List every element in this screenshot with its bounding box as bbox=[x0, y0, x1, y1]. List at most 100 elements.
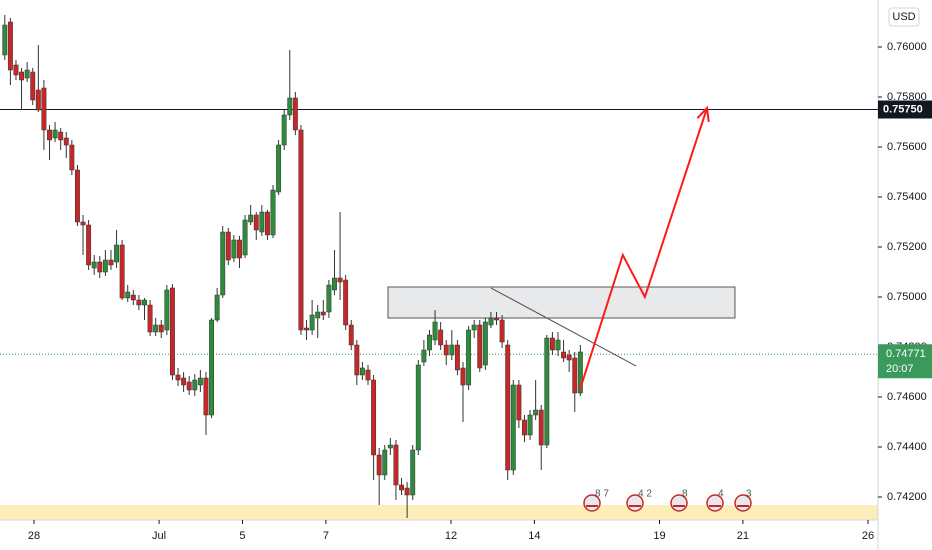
candle-body bbox=[47, 129, 52, 141]
candle-body bbox=[365, 369, 371, 381]
y-tick-label: 0.75200 bbox=[887, 241, 927, 253]
candle-body bbox=[499, 319, 505, 343]
x-tick-label: Jul bbox=[152, 530, 166, 542]
economic-event[interactable]: 8 bbox=[670, 489, 688, 512]
resistance-zone bbox=[387, 286, 736, 319]
candle-body bbox=[24, 69, 30, 79]
candle-body bbox=[449, 344, 455, 356]
economic-event[interactable]: 4 bbox=[706, 489, 724, 512]
currency-box[interactable] bbox=[888, 7, 920, 27]
candle-body bbox=[276, 144, 282, 193]
candle-body bbox=[315, 311, 321, 319]
candle-body bbox=[382, 449, 388, 476]
candle-body bbox=[572, 357, 578, 394]
candle-body bbox=[343, 279, 349, 326]
y-tick-label: 0.75600 bbox=[887, 141, 927, 153]
candle-body bbox=[63, 137, 69, 146]
candle-body bbox=[259, 211, 265, 233]
candle-body bbox=[153, 324, 159, 333]
x-tick-label: 12 bbox=[445, 530, 457, 542]
event-count: 4 2 bbox=[638, 489, 652, 500]
candle-body bbox=[35, 89, 41, 111]
candle-body bbox=[192, 379, 198, 391]
trend-line bbox=[490, 287, 637, 367]
candle-body bbox=[69, 144, 75, 171]
candle-body bbox=[494, 317, 499, 321]
x-tick-label: 21 bbox=[737, 530, 749, 542]
candle-body bbox=[203, 377, 209, 416]
candle-body bbox=[237, 239, 242, 259]
candle-body bbox=[538, 409, 544, 446]
candle-body bbox=[220, 231, 226, 296]
x-tick-label: 7 bbox=[323, 530, 329, 542]
candle-body bbox=[387, 444, 393, 449]
candle-body bbox=[147, 304, 153, 333]
support-band bbox=[0, 505, 878, 520]
candle-body bbox=[86, 224, 92, 266]
candle-body bbox=[393, 444, 399, 486]
event-count: 8 bbox=[682, 489, 688, 500]
candle-body bbox=[108, 259, 114, 266]
candle-body bbox=[158, 324, 164, 333]
candle-body bbox=[561, 351, 567, 359]
x-tick-label: 26 bbox=[862, 530, 874, 542]
candle-body bbox=[533, 409, 539, 416]
candle-body bbox=[544, 337, 550, 446]
candle-body bbox=[399, 484, 404, 491]
candle-body bbox=[2, 24, 8, 56]
candle-body bbox=[91, 261, 97, 269]
candle-body bbox=[181, 377, 187, 386]
candle-body bbox=[197, 377, 203, 386]
candle-body bbox=[505, 344, 511, 471]
y-tick-label: 0.74400 bbox=[887, 441, 927, 453]
y-tick-label: 0.76000 bbox=[887, 41, 927, 53]
candle-body bbox=[320, 311, 326, 316]
candle-body bbox=[549, 337, 555, 351]
candle-body bbox=[309, 314, 315, 331]
candle-body bbox=[443, 344, 449, 356]
event-count: 4 bbox=[718, 489, 724, 500]
candle-body bbox=[410, 449, 416, 496]
candle-body bbox=[175, 374, 181, 381]
price-line-label: 0.75750 bbox=[883, 103, 923, 115]
candle-body bbox=[253, 214, 259, 231]
candle-body bbox=[326, 284, 332, 313]
y-tick-label: 0.75000 bbox=[887, 291, 927, 303]
candle-body bbox=[214, 294, 220, 321]
economic-event[interactable]: 8 7 bbox=[583, 489, 609, 512]
candle-body bbox=[510, 384, 516, 471]
x-tick-label: 5 bbox=[239, 530, 245, 542]
candle-body bbox=[454, 344, 460, 371]
candle-body bbox=[169, 287, 175, 376]
candle-body bbox=[337, 277, 343, 283]
candle-body bbox=[555, 339, 561, 351]
candle-body bbox=[80, 221, 86, 226]
candle-body bbox=[19, 71, 25, 81]
candle-body bbox=[13, 64, 19, 76]
candle-body bbox=[125, 291, 131, 299]
candle-body bbox=[281, 114, 287, 146]
last-price-label: 0.74771 bbox=[886, 348, 926, 360]
candle-body bbox=[292, 97, 298, 131]
y-tick-label: 0.74200 bbox=[887, 491, 927, 503]
currency[interactable]: USD bbox=[892, 11, 915, 23]
y-tick-label: 0.75800 bbox=[887, 91, 927, 103]
economic-event[interactable]: 3 bbox=[734, 489, 752, 512]
candle-body bbox=[482, 321, 488, 366]
candle-body bbox=[298, 129, 304, 331]
candle-body bbox=[114, 244, 120, 263]
candle-body bbox=[471, 324, 477, 331]
candle-body bbox=[58, 131, 64, 141]
candle-body bbox=[231, 239, 237, 259]
event-count: 3 bbox=[746, 489, 752, 500]
candle-body bbox=[460, 367, 466, 386]
candle-body bbox=[332, 277, 337, 291]
candle-body bbox=[432, 321, 438, 341]
y-tick-label: 0.74600 bbox=[887, 391, 927, 403]
economic-event[interactable]: 4 2 bbox=[626, 489, 652, 512]
candle-body bbox=[415, 364, 421, 451]
arrow-head bbox=[696, 105, 710, 123]
countdown: 20:07 bbox=[886, 363, 914, 375]
candle-body bbox=[527, 414, 533, 436]
